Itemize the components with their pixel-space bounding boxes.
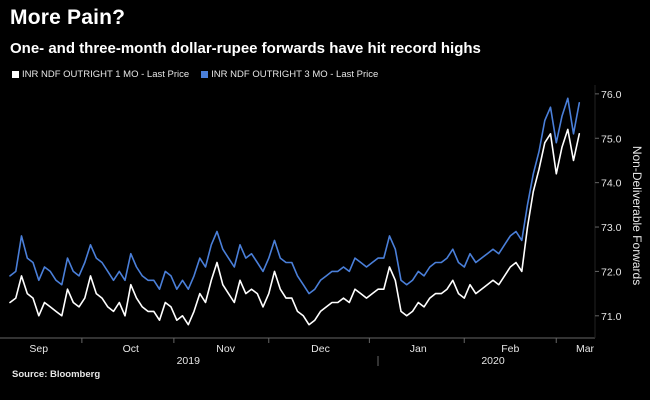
x-year-label: 2019 bbox=[177, 355, 201, 367]
legend-swatch-1mo bbox=[12, 71, 19, 78]
chart-subtitle: One- and three-month dollar-rupee forwar… bbox=[10, 40, 481, 57]
x-tick-label: Sep bbox=[29, 343, 48, 355]
y-tick-label: 75.0 bbox=[601, 133, 622, 145]
legend-item-1mo: INR NDF OUTRIGHT 1 MO - Last Price bbox=[12, 69, 189, 80]
y-tick-label: 73.0 bbox=[601, 222, 622, 234]
y-tick-label: 76.0 bbox=[601, 89, 622, 101]
x-tick-label: Feb bbox=[501, 343, 519, 355]
series-line-3mo bbox=[9, 97, 581, 295]
y-axis-title: Non-Deliverable Forwards bbox=[630, 146, 644, 285]
y-tick-label: 71.0 bbox=[601, 311, 622, 323]
chart-title: More Pain? bbox=[10, 6, 126, 29]
x-tick-label: Mar bbox=[576, 343, 595, 355]
x-tick-label: Nov bbox=[216, 343, 235, 355]
series-line-1mo bbox=[9, 128, 581, 326]
legend-swatch-3mo bbox=[201, 71, 209, 78]
legend-item-3mo: INR NDF OUTRIGHT 3 MO - Last Price bbox=[201, 69, 378, 80]
legend-label-1mo: INR NDF OUTRIGHT 1 MO - Last Price bbox=[22, 69, 190, 80]
x-year-label: 2020 bbox=[481, 355, 505, 367]
source-note: Source: Bloomberg bbox=[12, 369, 101, 380]
legend-label-3mo: INR NDF OUTRIGHT 3 MO - Last Price bbox=[211, 69, 379, 80]
x-tick-label: Dec bbox=[311, 343, 330, 355]
x-tick-label: Jan bbox=[410, 343, 427, 355]
y-tick-label: 74.0 bbox=[601, 178, 622, 190]
x-tick-label: Oct bbox=[123, 343, 139, 355]
y-tick-label: 72.0 bbox=[601, 266, 622, 278]
legend: INR NDF OUTRIGHT 1 MO - Last Price INR N… bbox=[12, 69, 378, 80]
